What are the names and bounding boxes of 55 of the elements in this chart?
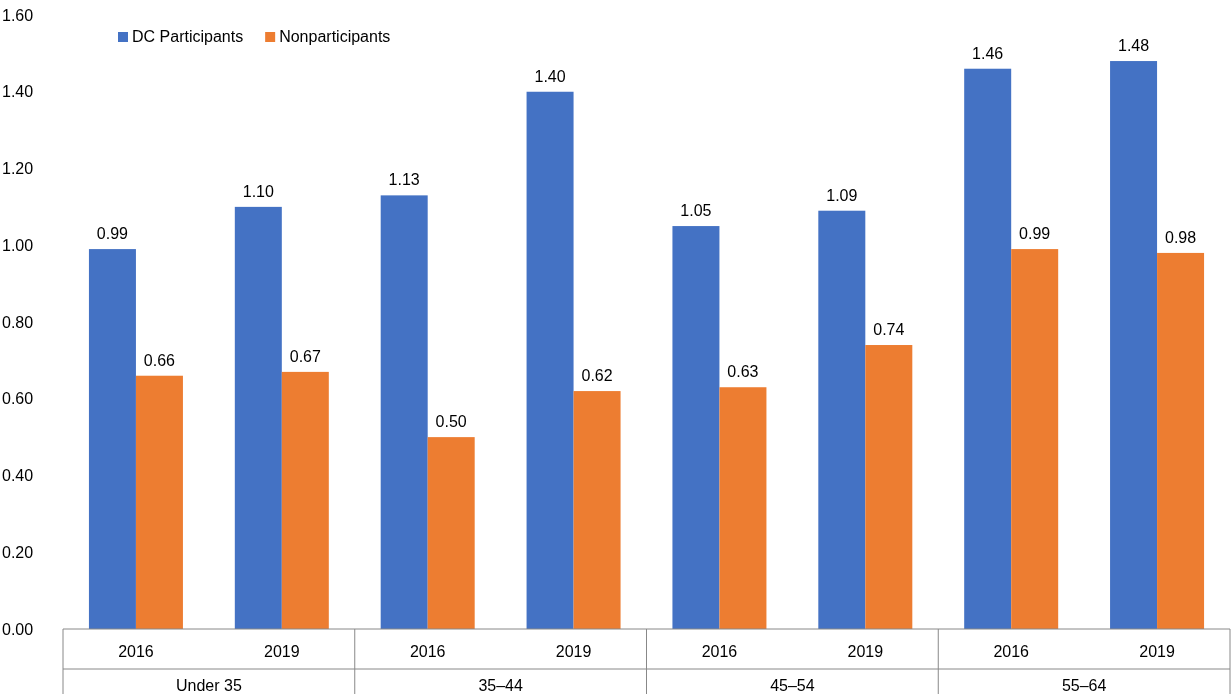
- text: 35–44: [478, 677, 523, 694]
- bar: [1157, 252, 1205, 629]
- x-tick-label: 2019: [264, 643, 300, 660]
- bar: [719, 387, 767, 629]
- bar: [573, 391, 621, 629]
- bar: [234, 206, 282, 629]
- bar: [427, 437, 475, 629]
- data-label: 1.13: [388, 171, 420, 189]
- y-tick-label: 0.20: [2, 543, 34, 561]
- bar: [964, 68, 1012, 629]
- data-label: 1.09: [826, 186, 858, 204]
- bar: [281, 371, 329, 629]
- legend-label: Nonparticipants: [279, 28, 391, 45]
- data-label: 1.10: [242, 182, 274, 200]
- y-tick-label: 1.20: [2, 160, 34, 178]
- bar: [380, 195, 428, 629]
- legend-label: DC Participants: [132, 28, 244, 45]
- data-label: 1.48: [1117, 37, 1150, 55]
- bar: [818, 210, 866, 629]
- x-tick-label: 2016: [118, 643, 154, 660]
- data-label: 0.66: [143, 351, 176, 369]
- x-tick-label: 2019: [1139, 643, 1175, 660]
- y-tick-label: 0.80: [2, 313, 34, 331]
- text: 45–54: [770, 677, 815, 694]
- data-label: 1.40: [534, 67, 566, 85]
- data-label: 0.50: [435, 413, 467, 431]
- y-tick-label: 0.00: [2, 620, 34, 638]
- y-tick-label: 0.60: [2, 390, 34, 408]
- bar: [672, 226, 720, 629]
- x-tick-label: 2016: [993, 643, 1030, 660]
- bar: [135, 375, 183, 629]
- data-label: 0.67: [289, 347, 321, 365]
- data-label: 0.63: [727, 363, 759, 381]
- data-label: 0.99: [1019, 225, 1051, 243]
- bar: [1011, 249, 1059, 629]
- bar: [88, 249, 136, 629]
- x-tick-label: 2016: [701, 643, 738, 660]
- data-label: 0.98: [1164, 228, 1197, 246]
- data-label: 1.05: [680, 202, 712, 220]
- data-label: 0.74: [873, 321, 905, 339]
- x-tick-label: 2016: [409, 643, 446, 660]
- data-label: 0.62: [581, 367, 613, 385]
- bar: [865, 345, 913, 629]
- y-tick-label: 1.60: [2, 6, 34, 24]
- y-tick-label: 1.00: [2, 236, 34, 254]
- y-tick-label: 0.40: [2, 467, 34, 485]
- data-label: 1.46: [972, 44, 1004, 62]
- text: Under 35: [175, 677, 242, 694]
- text: 55–64: [1061, 677, 1107, 694]
- bar: [526, 91, 574, 629]
- y-tick-label: 1.40: [2, 83, 34, 101]
- x-tick-label: 2019: [555, 643, 592, 660]
- bar: [1110, 61, 1158, 629]
- x-tick-label: 2019: [847, 643, 884, 660]
- data-label: 0.99: [96, 225, 129, 243]
